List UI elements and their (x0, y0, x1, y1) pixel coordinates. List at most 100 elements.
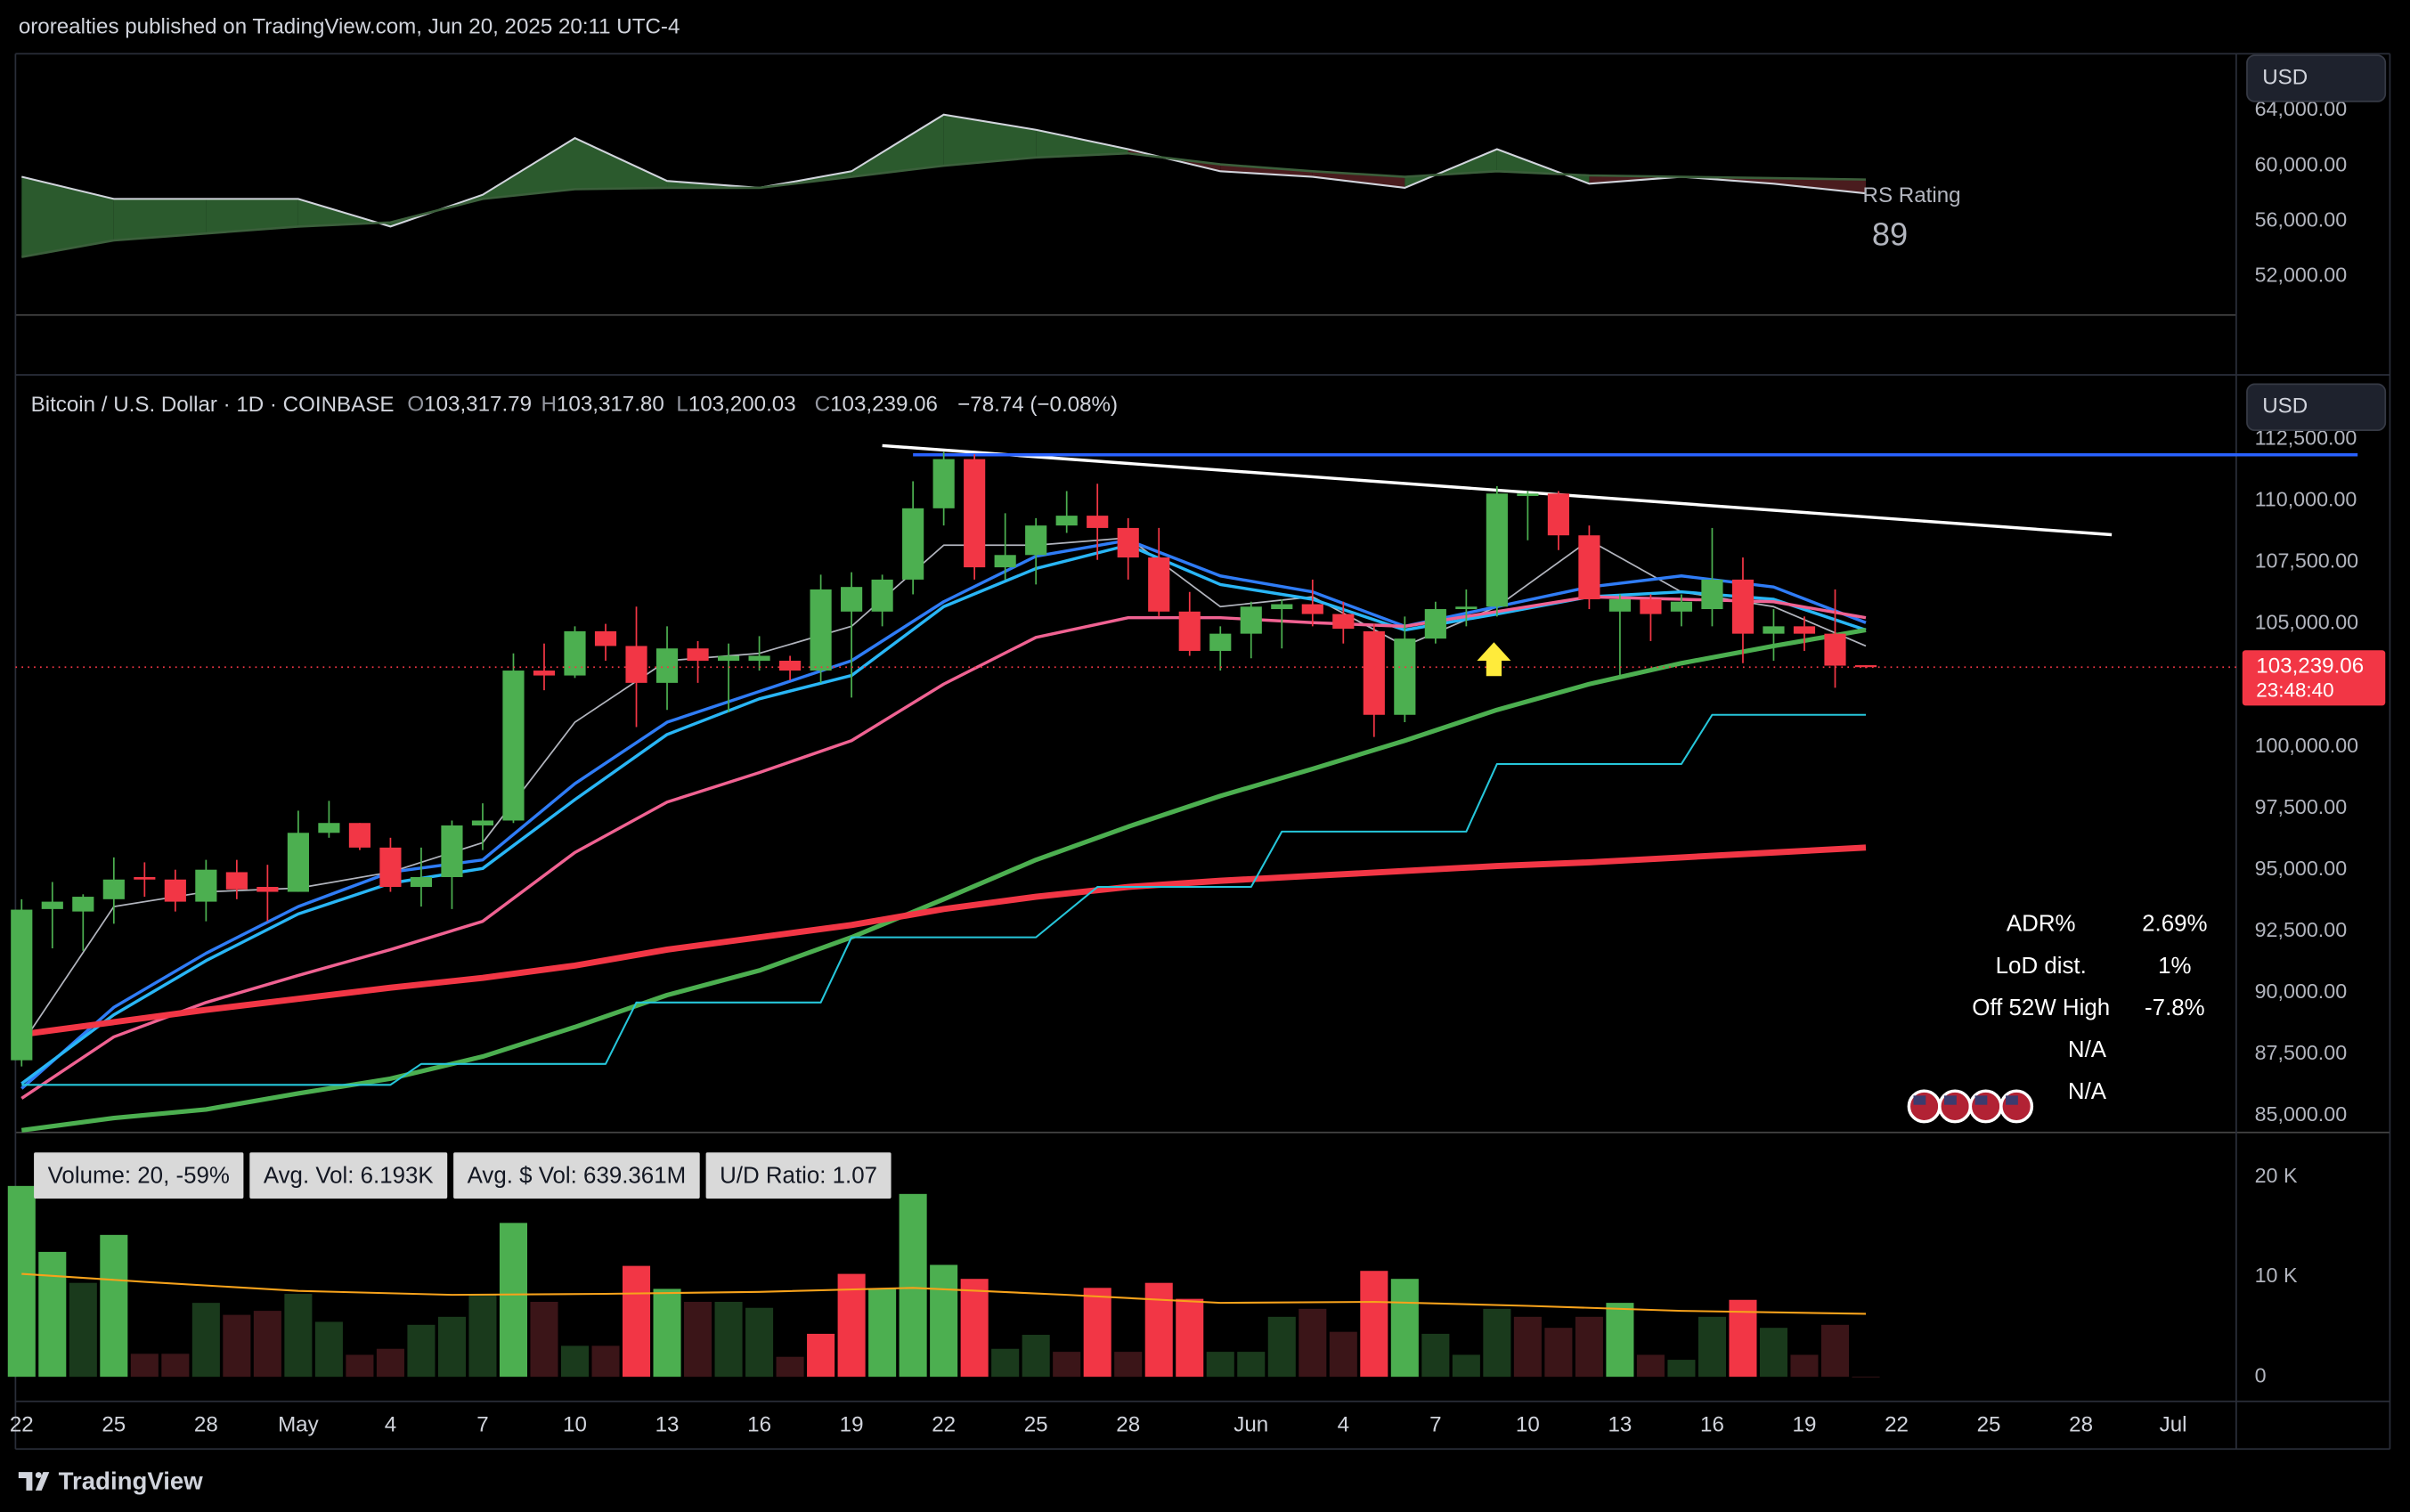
footer-brand: TradingView (59, 1467, 204, 1495)
candle-body (964, 459, 986, 568)
candle-body (1148, 557, 1170, 612)
stat-label: LoD dist. (1996, 954, 2087, 979)
candle-body (1424, 609, 1446, 639)
usd-button[interactable]: USD (2246, 383, 2387, 432)
candle-body (1640, 598, 1662, 614)
rs-fill (113, 199, 207, 240)
volume-bar (776, 1356, 804, 1378)
volume-bar (1513, 1316, 1542, 1378)
rs-rating: 89 (1872, 215, 1908, 252)
stat-value: N/A (2068, 1079, 2107, 1104)
x-tick-label: 25 (1977, 1413, 2001, 1437)
volume-bar (745, 1307, 774, 1378)
candle-body (471, 820, 494, 825)
y-tick-label: 60,000.00 (2255, 152, 2348, 175)
volume-bar (314, 1321, 343, 1378)
legend-box (705, 1152, 892, 1199)
legend-box (34, 1152, 244, 1199)
candle-body (1763, 626, 1785, 634)
volume-bar (560, 1345, 590, 1378)
rs-fill (1220, 164, 1313, 177)
candle-body (1731, 579, 1755, 634)
volume-bar (1544, 1328, 1573, 1378)
volume-bar (530, 1302, 558, 1378)
candle-body (748, 655, 770, 662)
button-label[interactable]: USD (2262, 394, 2308, 419)
flag-canton (1944, 1095, 1957, 1105)
y-tick-label: 56,000.00 (2255, 207, 2348, 231)
candle-body (1363, 630, 1385, 715)
ma-line (21, 713, 1867, 1086)
candle-body (687, 648, 709, 662)
volume-bar (1083, 1288, 1111, 1378)
y-tick-label: 92,500.00 (2255, 918, 2348, 941)
candle-body (1824, 633, 1846, 666)
x-tick-label: 10 (1516, 1413, 1540, 1437)
candle-body (994, 555, 1016, 568)
volume-bar (991, 1348, 1020, 1378)
x-tick-label: 13 (655, 1413, 680, 1437)
candle-body (1547, 493, 1569, 536)
symbol-title: Bitcoin / U.S. Dollar · 1D · COINBASE (31, 393, 395, 417)
ohlc-key: L (676, 393, 688, 417)
volume-bar (1267, 1316, 1296, 1378)
rs-fill (1036, 129, 1128, 158)
y-tick-label: 107,500.00 (2255, 549, 2359, 573)
candle-body (932, 459, 955, 508)
button-bg[interactable] (2246, 383, 2387, 432)
ma-line (20, 538, 1867, 1090)
legend-box-label: Avg. Vol: 6.193K (264, 1164, 434, 1189)
volume-bar (1176, 1298, 1204, 1378)
volume-bar (130, 1353, 159, 1378)
candle-body (717, 655, 740, 662)
button-bg[interactable] (2246, 54, 2387, 102)
volume-bar (1299, 1308, 1327, 1378)
x-tick-label: 28 (194, 1413, 218, 1437)
candle-body (655, 648, 679, 683)
volume-bar (1483, 1308, 1511, 1378)
volume-bar (1053, 1352, 1081, 1378)
candle-body (1117, 527, 1139, 558)
ma-line (20, 844, 1867, 1038)
logo-mark (18, 1472, 50, 1491)
volume-bar (714, 1302, 743, 1378)
flag-canton (2006, 1095, 2018, 1105)
candle-body (1578, 535, 1600, 599)
ma-line (20, 627, 1867, 1133)
volume-bar (1452, 1354, 1480, 1378)
x-tick-label: 10 (563, 1413, 587, 1437)
stat-value: 1% (2158, 954, 2191, 979)
volume-bar (1790, 1354, 1819, 1378)
volume-bar (1206, 1352, 1234, 1378)
volume-bar (407, 1324, 436, 1378)
ohlc-key: C (815, 393, 830, 417)
flag-icons (1907, 1089, 2034, 1124)
stat-value: N/A (2068, 1037, 2107, 1062)
ohlc-key: H (541, 393, 557, 417)
button-label[interactable]: USD (2262, 65, 2308, 89)
candle-body (1271, 604, 1293, 610)
volume-bar (930, 1264, 958, 1378)
volume-bar (899, 1193, 927, 1378)
usd-button[interactable]: USD (2246, 54, 2387, 102)
legend-box-label: Volume: 20, -59% (48, 1164, 230, 1189)
x-tick-label: Jun (1233, 1413, 1268, 1437)
last-price-label: 103,239.06 (2256, 654, 2364, 679)
candle-body (410, 876, 433, 888)
ohlc-open: O103,317.79 (407, 393, 532, 417)
candle-body (348, 823, 370, 848)
last-price-box (2242, 650, 2386, 706)
volume-bar (653, 1288, 681, 1378)
ohlc-high: H103,317.80 (541, 393, 664, 417)
ma-line (20, 537, 1867, 1045)
candle-body (102, 879, 125, 899)
x-tick-label: 22 (1885, 1413, 1909, 1437)
candle-body (441, 825, 463, 877)
rs-line (21, 113, 1867, 228)
frame (14, 53, 2391, 1451)
candle-body (1301, 604, 1323, 614)
y-tick-label: 110,000.00 (2255, 488, 2357, 511)
